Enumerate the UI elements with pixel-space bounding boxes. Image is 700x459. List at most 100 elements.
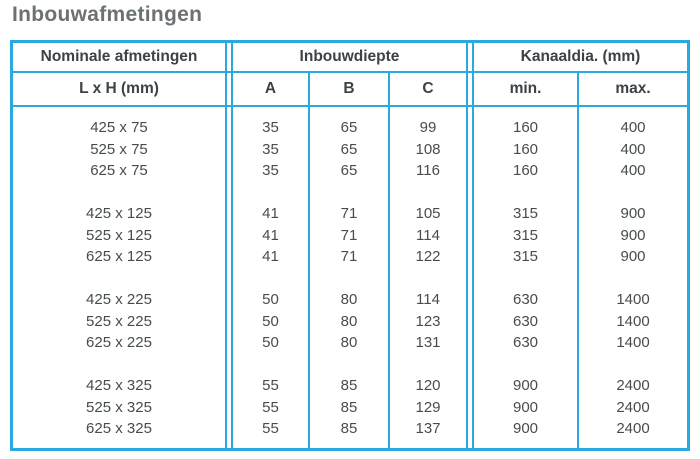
section-divider — [225, 73, 233, 107]
table-row-gap — [13, 268, 225, 290]
table-cell: 630 — [512, 291, 539, 308]
table-row-gap — [13, 182, 225, 204]
table-cell: 630 — [512, 312, 539, 330]
table-cell: 105 — [415, 205, 441, 222]
table-row-gap — [233, 182, 308, 204]
table-cell: 525 x 125 — [86, 226, 152, 244]
table-cell: 625 x 125 — [86, 248, 152, 265]
section-divider — [466, 73, 474, 107]
table-cell: 35 — [262, 119, 279, 136]
table-row-gap — [474, 354, 577, 376]
table-row-gap — [310, 354, 388, 376]
table-row-gap — [390, 354, 466, 376]
table-cell: 1400 — [616, 334, 650, 351]
table-row-gap — [579, 354, 687, 376]
table-cell: 315 — [512, 226, 539, 244]
table-row-gap — [579, 268, 687, 290]
table-cell: 108 — [415, 140, 441, 158]
table-cell: 160 — [512, 140, 539, 158]
table-cell: 65 — [340, 162, 358, 179]
table-cell: 55 — [262, 377, 279, 394]
table-row-gap — [474, 182, 577, 204]
section-divider — [466, 107, 474, 448]
section-divider — [466, 43, 474, 73]
table-cell: 315 — [512, 248, 539, 265]
section-header-kanaaldia: Kanaaldia. (mm) — [474, 43, 687, 73]
page-title: Inbouwafmetingen — [12, 3, 203, 26]
column-c-values: 99 108 116 105 114 122 114 123 131 120 129 137 — [388, 107, 466, 448]
table-cell: 99 — [419, 119, 437, 136]
table-cell: 425 x 325 — [86, 377, 152, 394]
table-cell: 71 — [340, 205, 358, 222]
table-cell: 625 x 225 — [86, 334, 152, 351]
table-row-gap — [13, 354, 225, 376]
table-cell: 50 — [262, 312, 279, 330]
table-cell: 425 x 125 — [86, 205, 152, 222]
column-header-min: min. — [474, 73, 577, 107]
table-cell: 122 — [415, 248, 441, 265]
table-row-gap — [310, 268, 388, 290]
table-cell: 80 — [340, 291, 358, 308]
table-cell: 425 x 75 — [90, 119, 148, 136]
table-row-gap — [474, 268, 577, 290]
table-cell: 71 — [340, 248, 358, 265]
table-cell: 80 — [340, 312, 358, 330]
section-header-nominale-afmetingen: Nominale afmetingen — [13, 43, 225, 73]
table-cell: 400 — [620, 140, 646, 158]
column-a-values: 35 35 35 41 41 41 50 50 50 55 55 55 — [233, 107, 308, 448]
table-cell: 400 — [620, 162, 646, 179]
table-cell: 525 x 325 — [86, 398, 152, 416]
table-cell: 123 — [415, 312, 441, 330]
table-cell: 85 — [340, 398, 358, 416]
dimensions-table: Nominale afmetingen Inbouwdiepte Kanaald… — [10, 40, 690, 451]
table-row-gap — [579, 182, 687, 204]
table-row-gap — [233, 354, 308, 376]
table-cell: 71 — [340, 226, 358, 244]
table-cell: 80 — [340, 334, 358, 351]
table-cell: 900 — [620, 226, 646, 244]
table-cell: 120 — [415, 377, 441, 394]
table-cell: 900 — [620, 248, 646, 265]
table-cell: 41 — [262, 226, 279, 244]
column-header-c: C — [388, 73, 466, 107]
section-divider — [225, 43, 233, 73]
table-cell: 1400 — [616, 312, 650, 330]
table-cell: 85 — [340, 377, 358, 394]
table-cell: 50 — [262, 334, 279, 351]
section-header-inbouwdiepte: Inbouwdiepte — [233, 43, 466, 73]
table-cell: 55 — [262, 420, 279, 437]
table-cell: 315 — [512, 205, 539, 222]
column-header-max: max. — [577, 73, 687, 107]
table-cell: 116 — [416, 162, 440, 179]
table-cell: 129 — [415, 398, 441, 416]
table-cell: 2400 — [616, 377, 650, 394]
table-cell: 525 x 225 — [86, 312, 152, 330]
table-row-gap — [233, 268, 308, 290]
section-divider — [225, 107, 233, 448]
column-max-values: 400 400 400 900 900 900 1400 1400 1400 2400 2400 24… — [577, 107, 687, 448]
table-cell: 131 — [415, 334, 441, 351]
column-lxh-values: 425 x 75 525 x 75 625 x 75 425 x 125 525 x 1… — [13, 107, 225, 448]
table-cell: 900 — [620, 205, 646, 222]
table-cell: 2400 — [616, 420, 650, 437]
table-cell: 2400 — [616, 398, 650, 416]
table-cell: 400 — [620, 119, 646, 136]
column-min-values: 160 160 160 315 315 315 630 630 630 900 900 900 — [474, 107, 577, 448]
table-cell: 160 — [512, 162, 539, 179]
table-row-gap — [390, 182, 466, 204]
table-cell: 41 — [262, 205, 279, 222]
column-b-values: 65 65 65 71 71 71 80 80 80 85 85 85 — [308, 107, 388, 448]
table-cell: 114 — [416, 291, 440, 308]
table-cell: 425 x 225 — [86, 291, 152, 308]
table-cell: 900 — [512, 398, 539, 416]
table-cell: 625 x 75 — [90, 162, 148, 179]
table-cell: 114 — [416, 226, 440, 244]
table-cell: 55 — [262, 398, 279, 416]
table-row-gap — [390, 268, 466, 290]
table-cell: 35 — [262, 162, 279, 179]
table-cell: 625 x 325 — [86, 420, 152, 437]
column-header-b: B — [308, 73, 388, 107]
table-cell: 525 x 75 — [90, 140, 148, 158]
table-row-gap — [310, 182, 388, 204]
